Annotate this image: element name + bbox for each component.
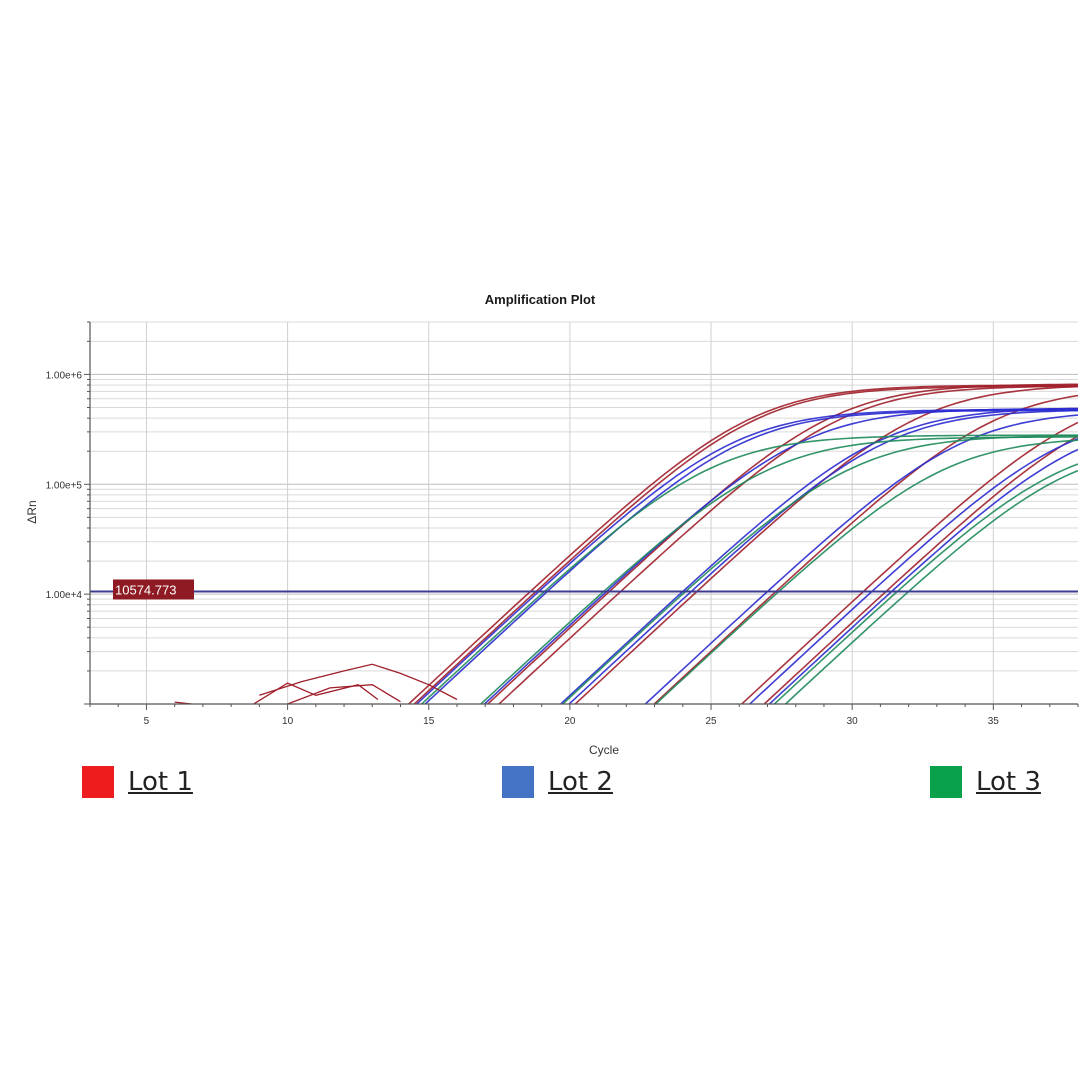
curve-lot-2-6: [748, 437, 1078, 704]
curve-lot-2-2: [483, 407, 1078, 704]
curve-lot-1-0: [407, 384, 1078, 704]
curve-lot-3-2: [561, 434, 1078, 704]
x-tick-label: 10: [282, 716, 294, 727]
chart-title: Amplification Plot: [484, 292, 596, 307]
legend-item-lot-2: Lot 2: [502, 764, 613, 800]
curve-lot-3-5: [784, 469, 1078, 704]
x-tick-label: 15: [423, 716, 435, 727]
threshold-label: 10574.773: [115, 582, 176, 597]
curve-lot-2-5: [644, 414, 1078, 704]
x-tick-label: 30: [847, 716, 859, 727]
legend-label-lot-3: Lot 3: [976, 767, 1041, 797]
curve-lot-3-4: [773, 463, 1078, 704]
legend-item-lot-1: Lot 1: [82, 764, 193, 800]
x-tick-label: 35: [988, 716, 1000, 727]
threshold[interactable]: 10574.773: [90, 579, 1078, 600]
plot-area: [90, 322, 1078, 704]
curve-lot-2-7: [768, 448, 1078, 704]
noise-trace-1: [259, 663, 458, 701]
curve-lot-3-3: [654, 439, 1078, 704]
curve-lot-2-4: [567, 409, 1078, 704]
legend-swatch-lot-3: [930, 766, 962, 798]
legend-swatch-lot-2: [502, 766, 534, 798]
legend-label-lot-2: Lot 2: [548, 767, 613, 797]
curve-lot-1-2: [486, 383, 1078, 704]
noise-trace-2: [287, 684, 401, 704]
y-tick-label: 1.00e+6: [46, 370, 83, 381]
curve-lot-1-3: [497, 385, 1078, 704]
legend-label-lot-1: Lot 1: [128, 767, 193, 797]
x-tick-label: 5: [144, 716, 150, 727]
legend-item-lot-3: Lot 3: [930, 764, 1041, 800]
axes: 5 10 15 20 25 30 35 1.00e+4 1.00e+5 1.00e+6 Cycle Δ…: [25, 321, 1079, 757]
y-tick-label: 1.00e+4: [46, 590, 83, 601]
legend-swatch-lot-1: [82, 766, 114, 798]
threshold-label-box: [113, 579, 194, 600]
curve-lot-1-6: [740, 421, 1078, 704]
curve-lot-1-5: [653, 394, 1078, 704]
x-axis-label: Cycle: [589, 743, 619, 757]
x-tick-label: 25: [705, 716, 717, 727]
curve-lot-2-3: [559, 407, 1078, 704]
curve-lot-3-0: [420, 434, 1078, 704]
curve-lot-3-1: [479, 436, 1078, 704]
amplification-curves: [174, 383, 1078, 704]
y-tick-label: 1.00e+5: [46, 480, 83, 491]
x-tick-label: 20: [564, 716, 576, 727]
curve-lot-1-7: [763, 435, 1078, 704]
y-axis-label: ΔRn: [25, 500, 39, 523]
